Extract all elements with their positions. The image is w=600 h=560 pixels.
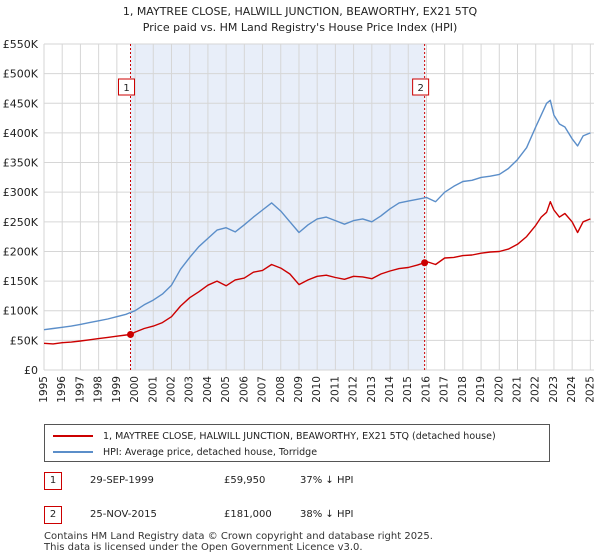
ownership-shaded-span xyxy=(130,44,425,370)
transaction-hpi-diff: 38% ↓ HPI xyxy=(300,509,354,520)
legend-swatch-hpi xyxy=(53,451,93,453)
x-tick-label: 2001 xyxy=(147,376,159,403)
x-tick-label: 2010 xyxy=(311,376,323,403)
y-tick-label: £0 xyxy=(24,364,38,377)
series-line-hpi xyxy=(43,99,591,331)
sale-points xyxy=(127,259,429,338)
x-tick-label: 2024 xyxy=(566,376,578,403)
sale-point xyxy=(421,259,429,267)
x-tick-label: 2000 xyxy=(129,376,141,403)
x-tick-label: 2002 xyxy=(165,376,177,403)
price-chart: 1, MAYTREE CLOSE, HALWILL JUNCTION, BEAW… xyxy=(3,5,597,403)
y-axis-ticks: £0 £50K £100K £150K £200K £250K £300K £350K £400… xyxy=(3,38,39,377)
x-tick-label: 1995 xyxy=(38,376,50,403)
y-tick-label: £400K xyxy=(3,127,39,140)
y-tick-label: £550K xyxy=(3,38,39,51)
series-lines xyxy=(43,99,591,345)
x-tick-label: 2021 xyxy=(512,376,524,403)
x-tick-label: 2012 xyxy=(348,376,360,403)
marker-label: 1 xyxy=(123,83,129,94)
legend-label-property: 1, MAYTREE CLOSE, HALWILL JUNCTION, BEAW… xyxy=(103,430,496,442)
x-tick-label: 2006 xyxy=(238,376,250,403)
transaction-hpi-diff: 37% ↓ HPI xyxy=(300,475,354,486)
x-tick-label: 2022 xyxy=(530,376,542,403)
x-tick-label: 2017 xyxy=(439,376,451,403)
x-tick-label: 2014 xyxy=(384,376,396,403)
legend-label-hpi: HPI: Average price, detached house, Torr… xyxy=(103,446,318,458)
y-tick-label: £100K xyxy=(3,305,39,318)
transaction-price: £181,000 xyxy=(224,509,272,520)
x-tick-label: 2009 xyxy=(293,376,305,403)
marker-label: 2 xyxy=(417,83,423,94)
y-tick-label: £350K xyxy=(3,157,39,170)
x-tick-label: 1999 xyxy=(111,376,123,403)
x-tick-label: 2011 xyxy=(329,376,341,403)
x-tick-label: 2005 xyxy=(220,376,232,403)
x-tick-label: 2007 xyxy=(257,376,269,403)
x-tick-label: 2013 xyxy=(366,376,378,403)
y-tick-label: £500K xyxy=(3,68,39,81)
legend-item-hpi: HPI: Average price, detached house, Torr… xyxy=(53,444,317,460)
transaction-date: 25-NOV-2015 xyxy=(90,509,157,520)
y-tick-label: £150K xyxy=(3,275,39,288)
x-tick-label: 2008 xyxy=(275,376,287,403)
transaction-price: £59,950 xyxy=(224,475,266,486)
legend: 1, MAYTREE CLOSE, HALWILL JUNCTION, BEAW… xyxy=(44,424,550,462)
chart-title: 1, MAYTREE CLOSE, HALWILL JUNCTION, BEAW… xyxy=(123,5,478,18)
footer-copyright: Contains HM Land Registry data © Crown c… xyxy=(44,531,433,542)
marker-label-box xyxy=(412,78,430,96)
y-tick-label: £450K xyxy=(3,97,39,110)
x-tick-label: 2025 xyxy=(584,376,596,403)
transaction-badge: 1 xyxy=(44,472,62,490)
x-axis-ticks: 1995 1996 1997 1998 1999 2000 2001 2002 2003 2004… xyxy=(38,376,596,403)
grid xyxy=(43,43,594,371)
x-tick-label: 1997 xyxy=(74,376,86,403)
legend-item-property: 1, MAYTREE CLOSE, HALWILL JUNCTION, BEAW… xyxy=(53,428,496,444)
transaction-row: 2 25-NOV-2015 £181,000 38% ↓ HPI xyxy=(44,506,564,526)
x-tick-label: 2004 xyxy=(202,376,214,403)
x-tick-label: 1998 xyxy=(93,376,105,403)
transaction-row: 1 29-SEP-1999 £59,950 37% ↓ HPI xyxy=(44,472,564,492)
y-tick-label: £200K xyxy=(3,245,39,258)
x-tick-label: 2023 xyxy=(548,376,560,403)
y-tick-label: £300K xyxy=(3,186,39,199)
y-tick-label: £50K xyxy=(10,334,39,347)
marker-label-box xyxy=(118,78,136,96)
x-tick-label: 1996 xyxy=(56,376,68,403)
y-tick-label: £250K xyxy=(3,216,39,229)
x-tick-label: 2016 xyxy=(420,376,432,403)
x-tick-label: 2020 xyxy=(493,376,505,403)
legend-swatch-property xyxy=(53,435,93,437)
footer-licence: This data is licensed under the Open Gov… xyxy=(44,542,363,553)
x-tick-label: 2018 xyxy=(457,376,469,403)
transaction-badge: 2 xyxy=(44,506,62,524)
footer: Contains HM Land Registry data © Crown c… xyxy=(44,531,433,553)
x-tick-label: 2019 xyxy=(475,376,487,403)
series-line-property xyxy=(43,201,591,345)
sale-point xyxy=(127,330,135,338)
x-tick-label: 2003 xyxy=(184,376,196,403)
transaction-date: 29-SEP-1999 xyxy=(90,475,154,486)
chart-subtitle: Price paid vs. HM Land Registry's House … xyxy=(143,21,458,34)
x-tick-label: 2015 xyxy=(402,376,414,403)
